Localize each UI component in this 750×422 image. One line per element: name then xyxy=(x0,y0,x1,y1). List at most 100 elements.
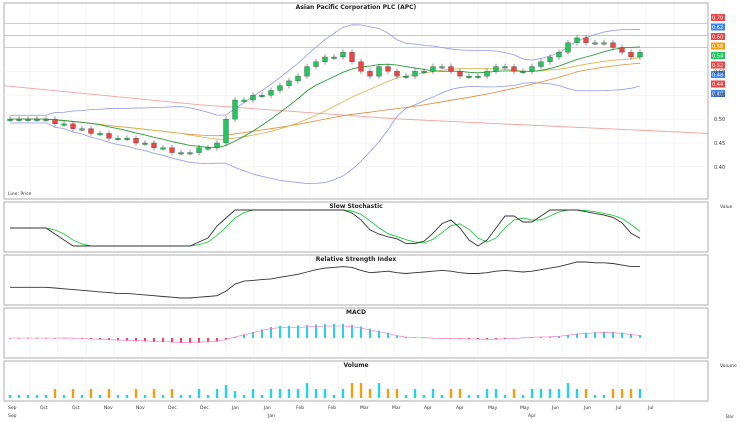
volume-bar xyxy=(557,389,561,398)
volume-bar xyxy=(368,389,372,398)
volume-bar xyxy=(35,395,39,398)
macd-bar xyxy=(477,338,479,340)
macd-bar xyxy=(540,336,542,338)
macd-label: MACD xyxy=(346,309,366,316)
macd-bar xyxy=(504,338,506,339)
candle xyxy=(241,99,247,102)
x-axis-year-label: Jan xyxy=(267,413,275,419)
macd-signal xyxy=(10,325,641,343)
candle xyxy=(268,90,274,96)
candle xyxy=(601,42,607,45)
macd-bar xyxy=(198,338,200,343)
candle xyxy=(349,52,355,62)
candle xyxy=(529,66,535,72)
macd-bar xyxy=(162,338,164,343)
volume-bar xyxy=(530,389,534,398)
rsi-line xyxy=(10,261,640,299)
volume-bar xyxy=(287,389,291,398)
value-badge xyxy=(711,23,725,31)
volume-panel xyxy=(3,360,709,402)
candle xyxy=(430,66,436,72)
x-axis-label: Nov xyxy=(136,405,145,411)
candle xyxy=(592,42,598,45)
candle xyxy=(133,138,139,144)
candles xyxy=(7,35,643,156)
volume-bar xyxy=(206,395,210,398)
volume-bar xyxy=(188,395,192,398)
volume-bar xyxy=(485,389,489,398)
candle xyxy=(628,52,634,58)
macd-bar xyxy=(306,325,308,338)
macd-bar xyxy=(468,338,470,340)
candle xyxy=(475,75,481,78)
price-overlays xyxy=(10,24,641,185)
volume-bar xyxy=(512,389,516,398)
candle xyxy=(394,71,400,77)
value-badge-text: 0.44 xyxy=(712,82,723,88)
volume-bar xyxy=(584,389,588,398)
x-axis-label: Dec xyxy=(200,405,209,411)
volume-bar xyxy=(431,389,435,398)
x-axis-year-label: Apr xyxy=(528,413,536,419)
candle xyxy=(502,66,508,69)
macd-bar xyxy=(621,332,623,338)
volume-bar xyxy=(89,389,93,398)
x-axis-label: Oct xyxy=(72,405,80,411)
volume-bar xyxy=(305,383,309,398)
macd-bar xyxy=(99,338,101,340)
candle xyxy=(232,99,238,120)
volume-bar xyxy=(278,389,282,398)
candle xyxy=(376,66,382,77)
value-badge xyxy=(711,14,725,21)
price-subtitle: Line: Price xyxy=(8,191,32,197)
x-axis-label: May xyxy=(520,405,530,411)
macd-bar xyxy=(495,338,497,340)
x-axis-label: Apr xyxy=(456,405,464,411)
candle xyxy=(43,118,49,121)
candle xyxy=(295,75,301,82)
candle xyxy=(142,142,148,145)
volume-bar xyxy=(152,389,156,398)
volume-bar xyxy=(548,389,552,398)
volume-bar xyxy=(620,389,624,398)
candle xyxy=(286,80,292,86)
candle xyxy=(115,138,121,140)
value-badge-text: 0.40 xyxy=(712,92,723,98)
value-badge-text: 0.70 xyxy=(712,16,723,22)
candle xyxy=(322,56,328,62)
stoch-label: Slow Stochastic xyxy=(329,203,383,210)
volume-bar xyxy=(611,389,615,398)
x-axis-label: Nov xyxy=(104,405,113,411)
volume-bar xyxy=(593,395,597,398)
volume-bar xyxy=(251,389,255,398)
x-axis-label: Jan xyxy=(231,405,239,411)
rsi-label: Relative Strength Index xyxy=(316,256,397,263)
x-axis-label: Jun xyxy=(551,405,559,411)
right-badges: 0.70 0.62 0.60 0.58 0.54 0.52 0.48 0.44 0.40 xyxy=(711,14,725,98)
volume-bar xyxy=(107,389,111,398)
x-axis-label: Jul xyxy=(647,405,653,411)
macd-bar xyxy=(171,338,173,343)
volume-bar xyxy=(98,395,102,398)
macd-bar xyxy=(369,328,371,338)
volume-bar xyxy=(224,385,228,398)
volume-bar xyxy=(71,389,75,398)
candle xyxy=(97,133,103,136)
macd-bar xyxy=(405,336,407,338)
candle xyxy=(7,118,13,121)
candle xyxy=(457,71,463,77)
bollinger-upper xyxy=(10,24,641,116)
macd-bar xyxy=(639,334,641,338)
x-axis-label: Jul xyxy=(615,405,621,411)
candle xyxy=(16,118,22,121)
value-badge xyxy=(711,52,725,59)
candle xyxy=(439,66,445,69)
value-badge xyxy=(711,90,725,97)
candle xyxy=(538,61,544,67)
volume-bar xyxy=(575,389,579,398)
candle xyxy=(169,147,175,153)
value-badge xyxy=(711,42,725,50)
bollinger-lower xyxy=(10,82,641,185)
